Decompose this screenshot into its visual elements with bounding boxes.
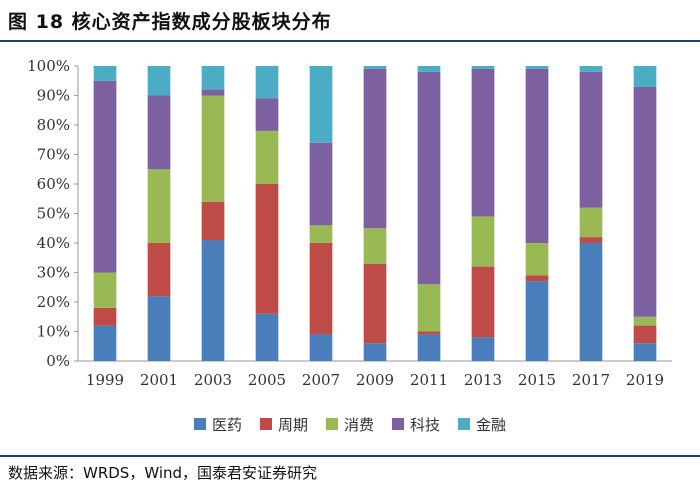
legend-swatch bbox=[193, 418, 206, 430]
bar-segment bbox=[633, 343, 657, 361]
legend-item: 科技 bbox=[392, 414, 440, 435]
bar-segment bbox=[201, 95, 225, 202]
bar-segment bbox=[147, 169, 171, 243]
bar-segment bbox=[147, 95, 171, 170]
y-tick-label: 90% bbox=[37, 87, 70, 105]
legend-swatch bbox=[392, 418, 404, 430]
bar-segment bbox=[417, 331, 441, 335]
x-tick-label: 2009 bbox=[356, 371, 394, 389]
bar-segment bbox=[471, 68, 495, 217]
bar-segment bbox=[363, 263, 387, 344]
y-tick-label: 40% bbox=[37, 234, 70, 252]
bar-segment bbox=[471, 66, 495, 69]
legend-label: 消费 bbox=[343, 415, 374, 434]
bar-segment bbox=[255, 66, 279, 99]
legend-label: 科技 bbox=[410, 415, 441, 434]
y-tick-label: 30% bbox=[37, 264, 70, 282]
bar-segment bbox=[633, 316, 657, 326]
legend: 医药 周期 消费 科技 金融 bbox=[0, 411, 700, 437]
bar-segment bbox=[525, 66, 549, 69]
data-source: 数据来源：WRDS，Wind，国泰君安证券研究 bbox=[8, 464, 318, 482]
x-tick-label: 2013 bbox=[464, 371, 502, 389]
y-tick-label: 80% bbox=[37, 116, 70, 134]
legend-label: 周期 bbox=[277, 415, 308, 434]
y-tick-label: 70% bbox=[37, 146, 70, 164]
bar-segment bbox=[201, 66, 225, 90]
legend-label: 医药 bbox=[211, 415, 242, 434]
bar-segment bbox=[93, 66, 117, 81]
x-tick-label: 2017 bbox=[572, 371, 610, 389]
stacked-bar-chart: 0% 10% 20% 30% 40% 50% 60% 70% 80% 90% 100% 1999 200… bbox=[27, 57, 672, 389]
bar-segment bbox=[255, 130, 279, 184]
x-tick-label: 2007 bbox=[302, 371, 340, 389]
bar-segment bbox=[309, 334, 333, 361]
bar-segment bbox=[309, 66, 333, 143]
bar-segment bbox=[201, 89, 225, 96]
bar-segment bbox=[417, 66, 441, 72]
y-tick-label: 0% bbox=[46, 352, 70, 370]
bar-segment bbox=[93, 307, 117, 326]
x-tick-label: 1999 bbox=[86, 371, 124, 389]
bar-segment bbox=[525, 243, 549, 276]
x-tick-label: 2015 bbox=[518, 371, 556, 389]
bar-segment bbox=[363, 343, 387, 361]
legend-swatch bbox=[259, 418, 272, 430]
bar-segment bbox=[93, 80, 117, 273]
bar-segment bbox=[579, 237, 603, 243]
bar-segment bbox=[147, 243, 171, 297]
legend-item: 消费 bbox=[325, 414, 374, 435]
bar-segment bbox=[471, 337, 495, 361]
bar-segment bbox=[93, 325, 117, 361]
y-tick-label: 20% bbox=[37, 293, 70, 311]
bar-segment bbox=[363, 228, 387, 264]
bar-segment bbox=[363, 66, 387, 69]
bar-segment bbox=[417, 284, 441, 332]
x-tick-label: 2011 bbox=[410, 371, 448, 389]
bar-segment bbox=[309, 225, 333, 243]
chart-title: 图 18 核心资产指数成分股板块分布 bbox=[8, 11, 332, 33]
x-tick-label: 2001 bbox=[140, 371, 178, 389]
bar-segment bbox=[471, 266, 495, 338]
bar-segment bbox=[417, 71, 441, 285]
bar-segment bbox=[417, 334, 441, 361]
bar-segment bbox=[525, 281, 549, 361]
bar-segment bbox=[147, 66, 171, 96]
legend-item: 医药 bbox=[193, 414, 242, 435]
bar-segment bbox=[147, 296, 171, 361]
bar-segment bbox=[93, 272, 117, 308]
y-tick-label: 60% bbox=[37, 175, 70, 193]
x-tick-label: 2019 bbox=[626, 371, 664, 389]
legend-label: 金融 bbox=[476, 415, 507, 434]
bar-segment bbox=[579, 66, 603, 72]
bar-segment bbox=[633, 66, 657, 87]
bar-segment bbox=[579, 243, 603, 361]
x-tick-label: 2003 bbox=[194, 371, 232, 389]
bar-segment bbox=[201, 201, 225, 241]
bar-segment bbox=[255, 313, 279, 361]
bar-segment bbox=[525, 275, 549, 282]
legend-item: 周期 bbox=[259, 414, 308, 435]
title-bar bbox=[0, 0, 700, 42]
bar-segment bbox=[579, 207, 603, 238]
bar-segment bbox=[525, 68, 549, 243]
bar-segment bbox=[255, 98, 279, 131]
bar-segment bbox=[255, 184, 279, 314]
bar-segment bbox=[471, 216, 495, 267]
legend-swatch bbox=[458, 418, 471, 430]
bar-segment bbox=[201, 240, 225, 361]
source-divider bbox=[0, 455, 700, 457]
bar-segment bbox=[309, 243, 333, 335]
legend-item: 金融 bbox=[458, 414, 506, 435]
legend-swatch bbox=[325, 418, 338, 430]
bar-segment bbox=[633, 325, 657, 344]
bar-segment bbox=[363, 68, 387, 229]
bar-segment bbox=[309, 142, 333, 226]
y-tick-label: 100% bbox=[27, 57, 70, 75]
y-tick-label: 10% bbox=[37, 323, 70, 341]
x-tick-label: 2005 bbox=[248, 371, 286, 389]
bar-segment bbox=[579, 71, 603, 208]
y-tick-label: 50% bbox=[37, 205, 70, 223]
bar-segment bbox=[633, 86, 657, 317]
